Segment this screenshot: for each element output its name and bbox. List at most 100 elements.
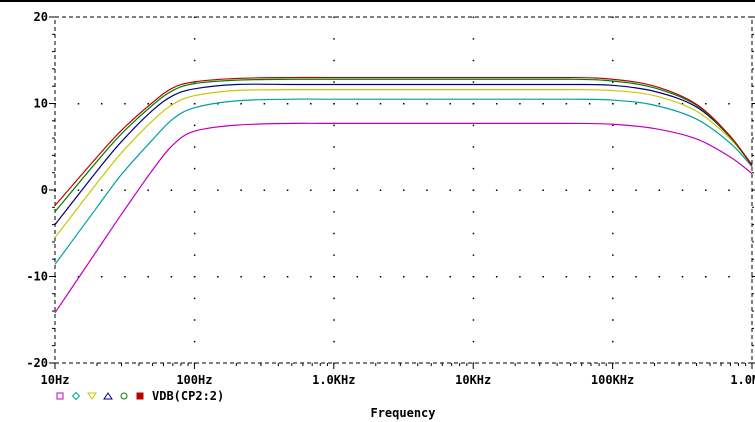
- grid-dot: [612, 103, 614, 105]
- legend-marker-triangle-down: [87, 392, 97, 400]
- grid-dot: [658, 189, 661, 191]
- grid-dot: [333, 276, 335, 278]
- grid-dot: [310, 103, 312, 105]
- grid-dot: [193, 103, 196, 105]
- grid-dot: [728, 276, 730, 278]
- y-tick-label: 20: [34, 10, 48, 24]
- plot-frame: [49, 16, 755, 369]
- grid-dot: [403, 103, 405, 105]
- grid-dot: [356, 276, 359, 278]
- grid-dot: [681, 103, 684, 105]
- series-line-5: [54, 78, 753, 213]
- x-tick-label: 1.0KHz: [312, 373, 355, 387]
- grid-dot: [356, 103, 359, 105]
- grid-dot: [356, 189, 359, 191]
- grid-dot: [333, 146, 335, 148]
- grid: [54, 16, 753, 364]
- grid-dot: [403, 189, 405, 191]
- grid-dot: [286, 103, 289, 105]
- window-top-border: [0, 0, 755, 2]
- grid-dot: [495, 189, 498, 191]
- grid-dot: [495, 103, 498, 105]
- grid-dot: [565, 103, 568, 105]
- series-lines: [54, 76, 753, 314]
- grid-dot: [403, 276, 405, 278]
- grid-dot: [333, 189, 335, 191]
- grid-dot: [217, 276, 219, 278]
- grid-dot: [612, 232, 614, 235]
- x-tick-label: 10Hz: [41, 373, 70, 387]
- grid-dot: [286, 276, 289, 278]
- grid-dot: [333, 232, 335, 235]
- grid-dot: [449, 103, 451, 105]
- grid-dot: [100, 103, 103, 105]
- legend-marker-circle: [120, 392, 128, 400]
- grid-dot: [681, 276, 684, 278]
- tick-labels: 10Hz 100Hz 1.0KHz 10KHz 100KHz 1.0MHz 20 10 0 -10…: [26, 10, 755, 387]
- grid-dot: [193, 124, 196, 127]
- grid-dot: [240, 103, 242, 105]
- grid-dot: [286, 189, 289, 191]
- grid-dot: [379, 103, 382, 105]
- grid-dot: [333, 319, 335, 321]
- x-tick-label: 1.0MHz: [730, 373, 755, 387]
- grid-dot: [193, 59, 196, 62]
- grid-dot: [124, 189, 126, 191]
- grid-dot: [333, 59, 335, 62]
- grid-dot: [170, 276, 173, 278]
- x-tick-label: 100KHz: [591, 373, 634, 387]
- grid-dot: [333, 167, 335, 170]
- grid-dot: [193, 167, 196, 170]
- grid-dot: [379, 276, 382, 278]
- grid-dot: [333, 340, 335, 343]
- grid-dot: [542, 189, 544, 191]
- grid-dot: [100, 276, 103, 278]
- x-tick-label: 100Hz: [176, 373, 212, 387]
- grid-dot: [612, 319, 614, 321]
- y-tick-label: 10: [34, 97, 48, 111]
- grid-dot: [193, 297, 196, 300]
- grid-dot: [635, 103, 637, 105]
- series-line-2: [54, 98, 753, 265]
- legend-marker-diamond: [71, 391, 81, 401]
- grid-dot: [193, 340, 196, 343]
- grid-dot: [379, 189, 382, 191]
- grid-dot: [472, 81, 475, 83]
- grid-dot: [612, 297, 614, 300]
- grid-dot: [240, 189, 242, 191]
- grid-dot: [193, 319, 196, 321]
- grid-dot: [565, 276, 568, 278]
- grid-dot: [193, 254, 196, 256]
- grid-dot: [542, 276, 544, 278]
- grid-dot: [472, 124, 475, 127]
- grid-dot: [333, 211, 335, 213]
- grid-dot: [705, 103, 707, 105]
- legend-label: VDB(CP2:2): [152, 389, 224, 403]
- grid-dot: [170, 189, 173, 191]
- series-line-3: [54, 88, 753, 238]
- grid-dot: [472, 167, 475, 170]
- grid-dot: [612, 254, 614, 256]
- grid-dot: [728, 103, 730, 105]
- grid-dot: [54, 276, 56, 278]
- grid-dot: [681, 189, 684, 191]
- grid-dot: [635, 189, 637, 191]
- grid-dot: [333, 16, 335, 18]
- grid-dot: [193, 146, 196, 148]
- grid-dot: [472, 254, 475, 256]
- grid-dot: [54, 103, 56, 105]
- grid-dot: [333, 254, 335, 256]
- grid-dot: [193, 276, 196, 278]
- grid-dot: [472, 319, 475, 321]
- series-line-4: [54, 83, 753, 225]
- grid-dot: [728, 189, 730, 191]
- grid-dot: [612, 38, 614, 40]
- grid-dot: [658, 276, 661, 278]
- grid-dot: [588, 189, 591, 191]
- grid-dot: [519, 276, 521, 278]
- grid-dot: [565, 189, 568, 191]
- grid-dot: [263, 189, 266, 191]
- grid-dot: [426, 103, 428, 105]
- grid-dot: [426, 189, 428, 191]
